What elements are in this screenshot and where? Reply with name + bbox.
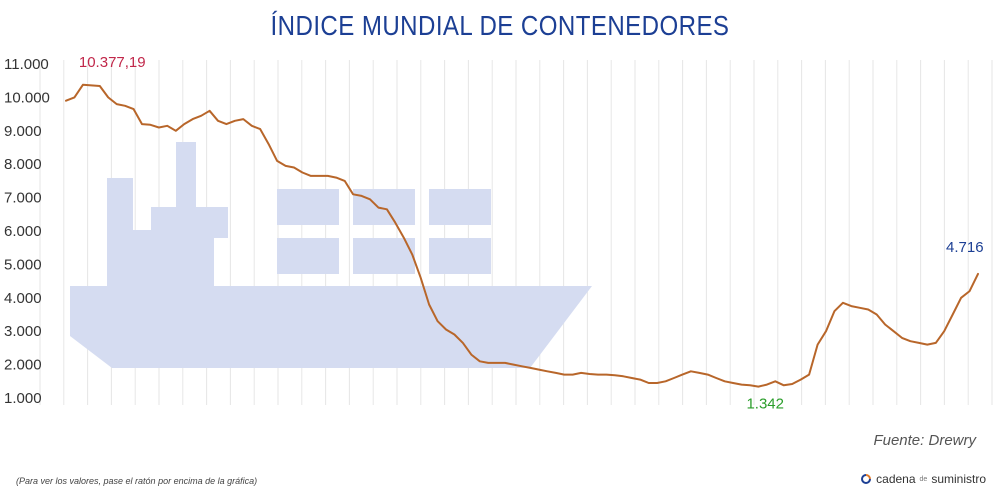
annotation-last-label: 4.716 <box>946 239 984 256</box>
brand-logo[interactable]: cadena de suministro <box>860 472 986 486</box>
y-tick-label: 7.000 <box>4 190 42 207</box>
y-tick-label: 6.000 <box>4 223 42 240</box>
container-box <box>277 189 339 225</box>
y-tick-label: 8.000 <box>4 156 42 173</box>
ship-bridge-shape <box>196 238 214 288</box>
ship-funnel-shape <box>107 178 133 288</box>
container-box <box>429 238 491 274</box>
brand-name-part3: suministro <box>931 472 986 486</box>
chart-annotations: 10.377,19 1.342 4.716 <box>79 54 984 413</box>
ship-mast-shape <box>176 142 196 288</box>
y-tick-label: 3.000 <box>4 323 42 340</box>
ship-hull-shape <box>70 286 592 368</box>
annotation-min-label: 1.342 <box>746 396 784 413</box>
page-title: ÍNDICE MUNDIAL DE CONTENEDORES <box>270 10 730 41</box>
y-tick-label: 2.000 <box>4 357 42 374</box>
y-axis-tick-labels: 1.000 2.000 3.000 4.000 5.000 6.000 7.000 8.000… <box>4 56 50 407</box>
refresh-circle-icon <box>861 474 872 484</box>
container-box <box>277 238 339 274</box>
y-tick-label: 5.000 <box>4 256 42 273</box>
source-label: Fuente: Drewry <box>873 432 976 449</box>
ship-deck-shape <box>133 230 153 288</box>
series-line[interactable] <box>65 83 979 388</box>
ship-bridge-shape <box>196 207 228 238</box>
y-tick-label: 11.000 <box>4 56 49 73</box>
container-box <box>429 189 491 225</box>
y-tick-label: 9.000 <box>4 123 42 140</box>
brand-name-part2: de <box>919 475 928 483</box>
y-tick-label: 4.000 <box>4 290 42 307</box>
y-tick-label: 1.000 <box>4 390 42 407</box>
container-ship-illustration <box>70 142 592 368</box>
annotation-max-label: 10.377,19 <box>79 54 146 71</box>
y-tick-label: 10.000 <box>4 89 50 106</box>
container-box <box>353 189 415 225</box>
ship-deck-shape <box>151 207 176 288</box>
footnote: (Para ver los valores, pase el ratón por… <box>16 476 258 486</box>
brand-name-part1: cadena <box>876 472 916 486</box>
container-box <box>353 238 415 274</box>
